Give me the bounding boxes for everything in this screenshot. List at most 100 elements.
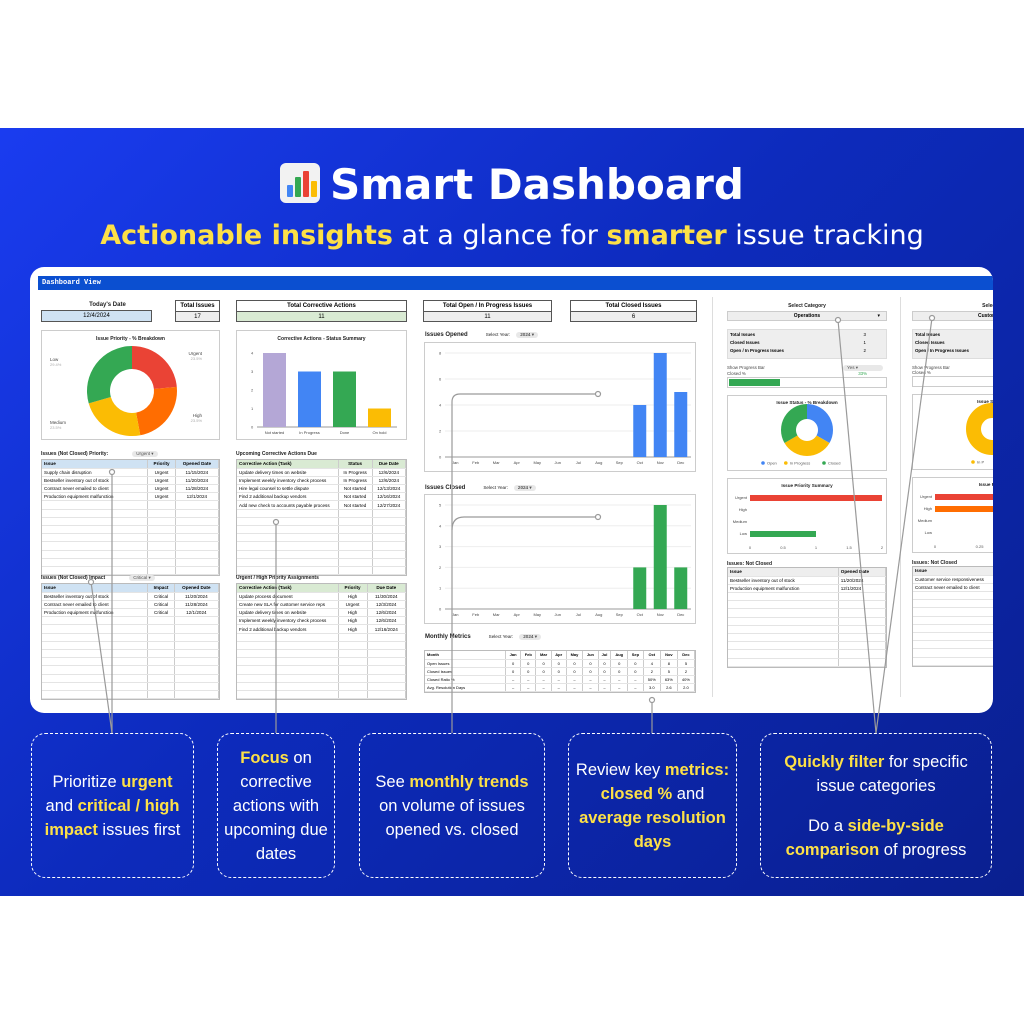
column-header: Apr	[551, 651, 567, 660]
table-cell	[175, 533, 220, 543]
table-cell	[367, 633, 407, 642]
stat-row: Open / In Progress Issues 2	[730, 348, 884, 356]
year-dropdown[interactable]: 2024 ▾	[519, 634, 542, 640]
year-dropdown[interactable]: 2024 ▾	[513, 485, 536, 491]
column-header: Issue	[42, 584, 149, 593]
table-cell	[237, 550, 339, 559]
table-row	[237, 690, 407, 700]
y-tick: 2	[439, 565, 442, 570]
highlight-text: smarter	[606, 220, 727, 251]
x-tick: 0.25	[976, 544, 985, 549]
table-cell	[838, 649, 887, 659]
table-cell	[175, 550, 220, 559]
category-label: High	[924, 506, 932, 511]
slice-pct: 23.5%	[50, 425, 62, 430]
connector-line	[451, 393, 598, 733]
stat-row: Total Issues 3	[730, 332, 884, 340]
table-cell: High	[338, 624, 368, 634]
table-row	[728, 617, 887, 626]
table-row: Contract never emailed to client Critical…	[42, 600, 220, 610]
table-cell	[42, 633, 149, 642]
text: and	[672, 784, 705, 803]
show-progress-dropdown[interactable]: Yes ▾	[843, 365, 883, 371]
stat-row: Open / In Progress Issues	[915, 348, 993, 356]
table-cell	[338, 566, 373, 576]
year-value: 2024	[523, 634, 534, 639]
highlight-text: urgent	[121, 772, 173, 791]
x-tick: Jul	[576, 460, 581, 465]
table-cell	[175, 500, 220, 510]
table-row	[237, 533, 407, 543]
table-row: Supply chain disruption Urgent 11/15/2024	[42, 468, 220, 477]
table-cell: –	[582, 683, 599, 693]
table-cell: Implement weekly inventory check process	[237, 616, 339, 626]
table-cell: –	[610, 683, 629, 693]
category-label: High	[739, 507, 747, 512]
column-header: Priority	[147, 460, 176, 469]
legend-label: In P	[977, 460, 984, 465]
table-row: Bestseller inventory out of stock Critica…	[42, 592, 220, 601]
filter-dropdown[interactable]: Critical ▾	[129, 575, 155, 581]
table-cell: –	[535, 675, 552, 685]
donut-slice	[781, 404, 807, 443]
table-header-row: Month Jan Feb Mar Apr May Jun Jul Aug Sep Oct Nov De…	[425, 651, 696, 660]
y-tick: 0	[439, 455, 442, 460]
table-cell: –	[598, 675, 612, 685]
table-header-row: Issue Priority Opened Date	[42, 460, 220, 469]
table-cell: 0	[627, 667, 644, 677]
y-tick: 6	[439, 377, 442, 382]
table-cell: 0	[505, 659, 522, 668]
column-header: Corrective Action (Task)	[237, 460, 339, 469]
table-cell: –	[566, 683, 584, 693]
callout-text: See monthly trends on volume of issues o…	[366, 770, 538, 842]
bar	[633, 405, 647, 457]
year-dropdown[interactable]: 2024 ▾	[516, 332, 539, 338]
x-tick: Dec	[677, 460, 684, 465]
table-cell: Update delivery times on website	[237, 468, 339, 477]
table-cell	[147, 550, 176, 559]
table-row	[237, 665, 407, 675]
table-cell: –	[551, 683, 567, 693]
category-label: Medium	[733, 519, 748, 524]
table-cell	[728, 633, 839, 643]
table-cell: 2.6	[660, 683, 678, 693]
column-header: Nov	[660, 651, 678, 660]
table-cell	[367, 682, 407, 691]
category-stats: Total Issues 3 Closed Issues 1 Open / In Pro…	[727, 329, 887, 359]
table-row	[42, 533, 220, 543]
table-cell	[913, 591, 993, 601]
table-cell	[838, 600, 887, 610]
filter-dropdown[interactable]: Urgent ▾	[132, 451, 158, 457]
table-cell: 40%	[677, 675, 696, 685]
table-cell	[728, 608, 839, 618]
table-row: Open Issues 0 0 0 0 0 0 0 0 0 4 8 5	[425, 659, 696, 668]
category-dropdown[interactable]: Operations ▾	[727, 311, 887, 321]
title-text: Urgent / High Priority Assignments	[236, 575, 319, 581]
table-cell	[913, 648, 993, 658]
slice-label: Low	[50, 357, 59, 362]
table-cell	[367, 649, 407, 659]
category-label: Medium	[918, 518, 933, 523]
title: Issues Opened	[425, 332, 468, 338]
x-tick: 0	[749, 545, 752, 550]
year-value: 2024	[517, 485, 529, 490]
column-header: Issue	[913, 567, 993, 576]
table-cell	[147, 624, 175, 634]
callout-box: Review key metrics: closed % and average…	[568, 733, 737, 878]
table-row	[42, 649, 220, 659]
y-tick: 4	[251, 351, 254, 356]
connector-line	[875, 317, 933, 734]
category-dropdown[interactable]: Customer S▾	[912, 311, 993, 321]
table-cell	[42, 550, 149, 559]
table-cell: Bestseller inventory out of stock	[728, 576, 839, 585]
table-cell: 2	[677, 667, 696, 677]
table-cell	[42, 533, 149, 543]
column-header: Issue	[728, 568, 839, 577]
x-tick: Jun	[555, 612, 561, 617]
text: Do a	[808, 816, 848, 835]
table-row: Add new check to accounts payable proces…	[237, 500, 407, 510]
table-row	[42, 624, 220, 634]
table-cell: –	[627, 675, 644, 685]
table-cell	[174, 624, 220, 634]
table-cell	[174, 682, 220, 691]
